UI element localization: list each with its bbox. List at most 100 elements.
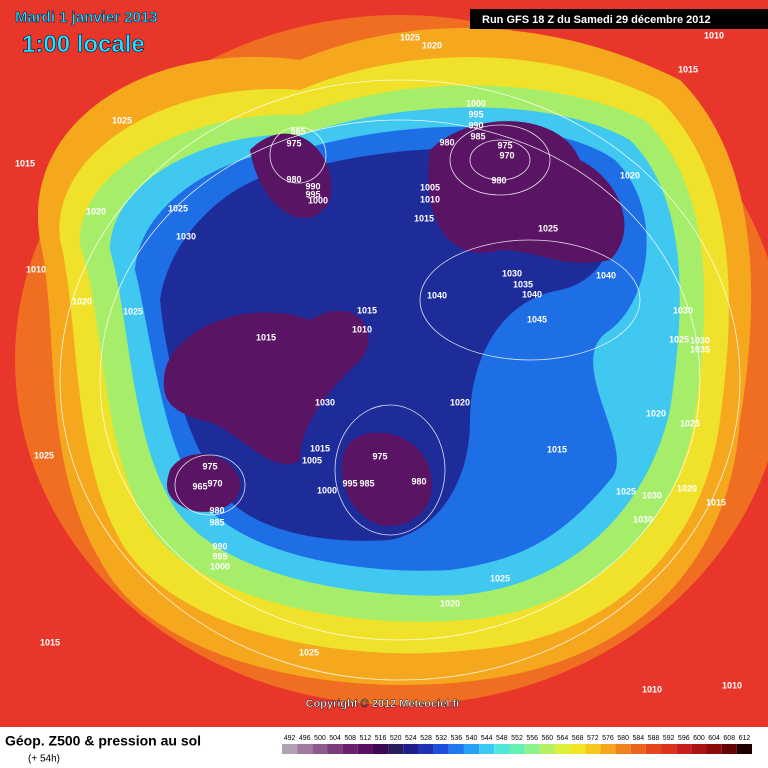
pressure-label: 995 bbox=[468, 109, 483, 119]
pressure-label: 980 bbox=[439, 137, 454, 147]
pressure-label: 1040 bbox=[522, 289, 542, 299]
isobar bbox=[269, 126, 327, 184]
pressure-label: 1020 bbox=[440, 598, 460, 608]
pressure-label: 995 bbox=[212, 551, 227, 561]
legend-swatch bbox=[645, 744, 662, 754]
pressure-label: 1030 bbox=[633, 514, 653, 524]
legend-value: 612 bbox=[739, 735, 751, 742]
legend-swatch bbox=[312, 744, 328, 754]
legend-value: 548 bbox=[496, 735, 508, 742]
footer-title: Géop. Z500 & pression au sol bbox=[5, 733, 201, 749]
legend-swatch bbox=[357, 744, 373, 754]
run-info: Run GFS 18 Z du Samedi 29 décembre 2012 bbox=[482, 14, 711, 26]
pressure-label: 1030 bbox=[502, 268, 522, 278]
legend: 492 496 500 504 508 512 516 520 524 528 532 536 540 5… bbox=[282, 735, 752, 754]
legend-swatch bbox=[524, 744, 540, 754]
legend-swatch bbox=[494, 744, 510, 754]
legend-value: 512 bbox=[360, 735, 372, 742]
pressure-label: 1000 bbox=[210, 561, 230, 571]
pressure-label: 1030 bbox=[690, 335, 710, 345]
legend-swatch bbox=[615, 744, 631, 754]
pressure-label: 975 bbox=[286, 138, 301, 148]
pressure-label: 1020 bbox=[450, 397, 470, 407]
pressure-label: 1010 bbox=[642, 684, 662, 694]
run-banner bbox=[470, 9, 768, 29]
pressure-label: 995 bbox=[305, 189, 320, 199]
pressure-label: 1025 bbox=[34, 450, 54, 460]
pressure-label: 990 bbox=[305, 181, 320, 191]
pressure-label: 1020 bbox=[620, 170, 640, 180]
pressure-label: 990 bbox=[468, 120, 483, 130]
legend-value: 500 bbox=[314, 735, 326, 742]
pressure-label: 1005 bbox=[302, 455, 322, 465]
pressure-label: 1030 bbox=[642, 490, 662, 500]
legend-swatch bbox=[539, 744, 555, 754]
legend-swatch bbox=[403, 744, 419, 754]
isobar bbox=[469, 139, 531, 181]
legend-value: 584 bbox=[632, 735, 644, 742]
pressure-label: 1020 bbox=[422, 40, 442, 50]
legend-value: 576 bbox=[602, 735, 614, 742]
pressure-label: 1015 bbox=[678, 64, 698, 74]
pressure-label: 1000 bbox=[466, 98, 486, 108]
pressure-label: 1030 bbox=[315, 397, 335, 407]
pressure-label: 1010 bbox=[704, 30, 724, 40]
pressure-label: 1020 bbox=[86, 206, 106, 216]
isobar bbox=[334, 404, 446, 536]
date: Mardi 1 janvier 2013 bbox=[15, 9, 158, 26]
legend-swatch bbox=[479, 744, 495, 754]
legend-swatch bbox=[509, 744, 525, 754]
pressure-label: 985 bbox=[209, 517, 224, 527]
local-time: 1:00 locale bbox=[22, 31, 145, 58]
legend-swatch bbox=[388, 744, 404, 754]
isobar bbox=[449, 124, 551, 196]
legend-swatch bbox=[554, 744, 571, 754]
pressure-label: 1020 bbox=[72, 296, 92, 306]
pressure-label: 1010 bbox=[722, 680, 742, 690]
legend-swatch bbox=[418, 744, 434, 754]
legend-swatch bbox=[600, 744, 616, 754]
legend-swatch bbox=[721, 744, 737, 754]
pressure-label: 1000 bbox=[317, 485, 337, 495]
legend-value: 528 bbox=[420, 735, 432, 742]
pressure-label: 1025 bbox=[123, 306, 143, 316]
legend-value: 552 bbox=[511, 735, 523, 742]
pressure-label: 1025 bbox=[669, 334, 689, 344]
legend-swatch bbox=[676, 744, 692, 754]
isobar bbox=[419, 239, 641, 361]
pressure-label: 1005 bbox=[420, 182, 440, 192]
legend-value: 580 bbox=[617, 735, 629, 742]
low-core bbox=[163, 121, 625, 526]
pressure-label: 1015 bbox=[547, 444, 567, 454]
legend-swatch bbox=[327, 744, 343, 754]
legend-swatch bbox=[433, 744, 449, 754]
pressure-label: 1025 bbox=[538, 223, 558, 233]
copyright: Copyright © 2012 Meteociel.fr bbox=[306, 698, 462, 710]
pressure-labels: 1025102010101015102510151000995990985980… bbox=[15, 30, 742, 694]
pressure-label: 975 bbox=[202, 461, 217, 471]
pressure-label: 1010 bbox=[352, 324, 372, 334]
legend-value: 540 bbox=[466, 735, 478, 742]
legend-value: 496 bbox=[299, 735, 311, 742]
pressure-label: 980 bbox=[491, 175, 506, 185]
pressure-label: 1025 bbox=[490, 573, 510, 583]
pressure-label: 985 bbox=[470, 131, 485, 141]
legend-value: 520 bbox=[390, 735, 402, 742]
pressure-label: 980 bbox=[411, 476, 426, 486]
pressure-label: 1035 bbox=[513, 279, 533, 289]
pressure-label: 965 bbox=[192, 481, 207, 491]
legend-value: 592 bbox=[663, 735, 675, 742]
pressure-label: 1015 bbox=[256, 332, 276, 342]
pressure-label: 1030 bbox=[176, 231, 196, 241]
legend-value: 536 bbox=[451, 735, 463, 742]
pressure-label: 980 bbox=[209, 505, 224, 515]
pressure-label: 1010 bbox=[26, 264, 46, 274]
legend-swatch bbox=[630, 744, 646, 754]
pressure-label: 990 bbox=[212, 541, 227, 551]
pressure-label: 1030 bbox=[673, 305, 693, 315]
isobar bbox=[59, 79, 741, 681]
legend-value: 532 bbox=[435, 735, 447, 742]
pressure-label: 980 bbox=[286, 174, 301, 184]
legend-swatch bbox=[342, 744, 358, 754]
